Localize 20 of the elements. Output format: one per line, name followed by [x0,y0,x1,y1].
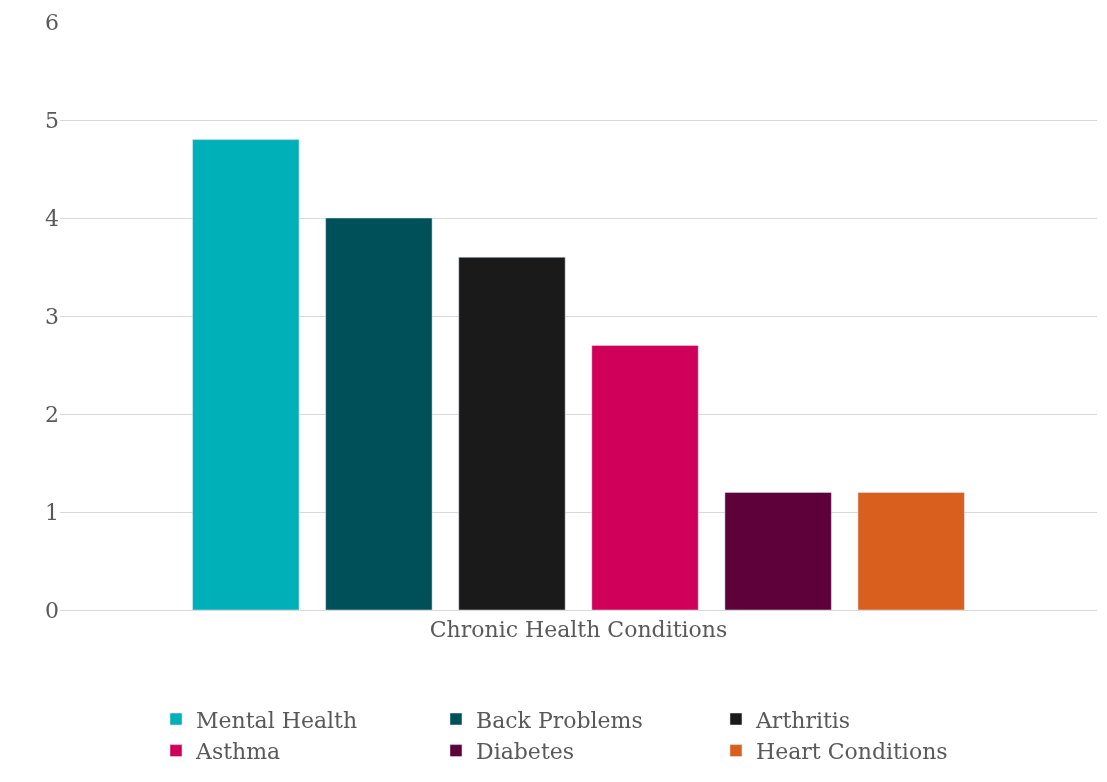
x-tick-label: Chronic Health Conditions [429,617,728,643]
legend-label: Heart Conditions [755,739,948,765]
y-tick-label: 1 [45,499,59,525]
y-tick-label: 4 [45,205,59,231]
y-tick-label: 5 [45,107,59,133]
bar [724,492,832,610]
bar [192,139,300,610]
legend-label: Back Problems [475,707,643,733]
bar [458,256,566,610]
legend-label: Diabetes [475,739,575,765]
legend-label: Mental Health [196,707,358,733]
y-tick-label: 6 [45,9,59,35]
y-tick-label: 0 [45,597,59,623]
bar [591,345,699,610]
legend-label: Asthma [195,739,281,765]
bar [325,217,433,610]
bar [857,492,965,610]
y-tick-label: 3 [45,303,59,329]
y-tick-label: 2 [45,401,59,427]
legend-label: Arthritis [754,707,851,733]
